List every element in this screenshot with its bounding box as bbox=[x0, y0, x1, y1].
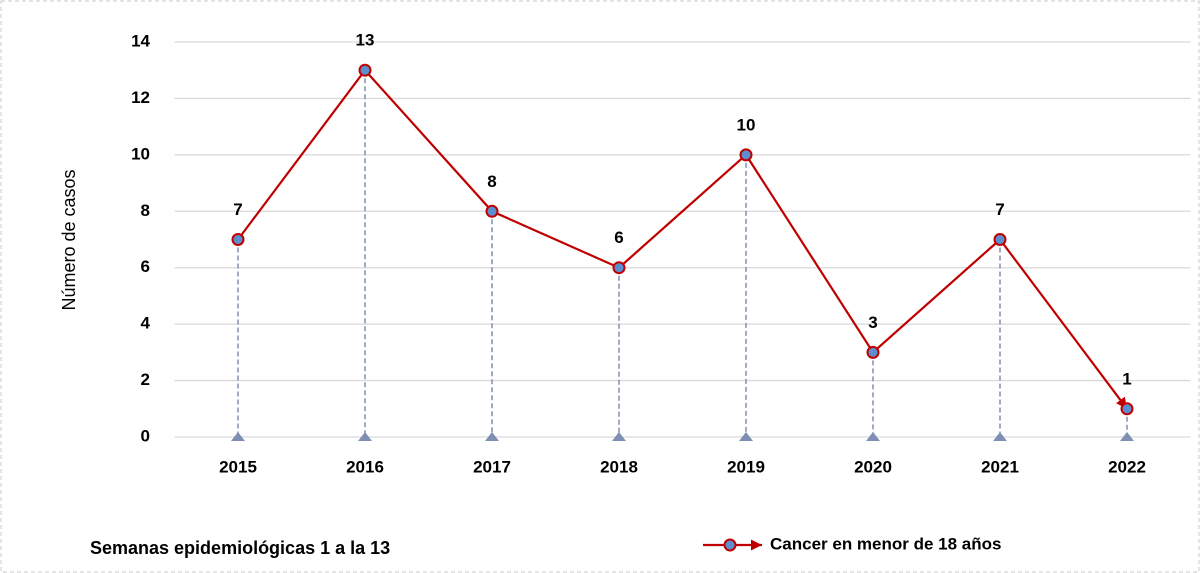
x-tick-label: 2015 bbox=[219, 457, 257, 476]
baseline-marker bbox=[612, 432, 626, 441]
point bbox=[993, 233, 1007, 246]
point bbox=[866, 345, 880, 359]
data-label: 6 bbox=[614, 228, 623, 247]
y-axis-label: Número de casos bbox=[59, 169, 79, 310]
baseline-marker bbox=[358, 432, 372, 441]
data-label: 3 bbox=[868, 313, 877, 332]
data-label: 7 bbox=[233, 200, 242, 219]
data-label: 7 bbox=[995, 200, 1004, 219]
y-tick-label: 4 bbox=[141, 314, 151, 333]
y-tick-label: 2 bbox=[141, 370, 150, 389]
y-tick-label: 0 bbox=[141, 426, 150, 445]
x-tick-label: 2017 bbox=[473, 457, 511, 476]
data-label: 13 bbox=[356, 31, 375, 50]
baseline-marker bbox=[739, 432, 753, 441]
x-tick-label: 2016 bbox=[346, 457, 384, 476]
y-tick-label: 6 bbox=[141, 257, 150, 276]
point bbox=[1120, 402, 1134, 416]
baseline-marker bbox=[485, 432, 499, 441]
x-tick-label: 2021 bbox=[981, 457, 1019, 476]
x-tick-label: 2020 bbox=[854, 457, 892, 476]
legend-marker bbox=[723, 538, 737, 552]
point bbox=[231, 233, 245, 246]
y-tick-label: 10 bbox=[131, 144, 150, 163]
baseline-marker bbox=[866, 432, 880, 441]
legend-label: Cancer en menor de 18 años bbox=[770, 534, 1001, 553]
baseline-marker bbox=[993, 432, 1007, 441]
annotation: Semanas epidemiológicas 1 a la 13 bbox=[90, 538, 390, 558]
data-label: 10 bbox=[737, 115, 756, 134]
y-tick-label: 14 bbox=[131, 31, 150, 50]
y-tick-label: 8 bbox=[141, 201, 150, 220]
point bbox=[358, 63, 372, 77]
baseline-marker bbox=[1120, 432, 1134, 441]
x-tick-label: 2018 bbox=[600, 457, 638, 476]
y-tick-label: 12 bbox=[131, 88, 150, 107]
point bbox=[485, 204, 499, 218]
data-label: 1 bbox=[1122, 369, 1131, 388]
point bbox=[612, 261, 626, 275]
point bbox=[739, 148, 753, 162]
data-label: 8 bbox=[487, 172, 496, 191]
series-line bbox=[237, 68, 1128, 410]
x-tick-label: 2019 bbox=[727, 457, 765, 476]
x-tick-label: 2022 bbox=[1108, 457, 1146, 476]
baseline-marker bbox=[231, 432, 245, 441]
